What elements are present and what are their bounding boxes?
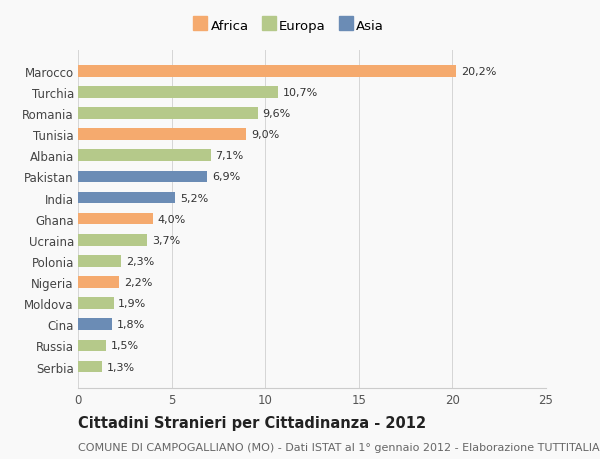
Bar <box>78 66 456 78</box>
Text: Cittadini Stranieri per Cittadinanza - 2012: Cittadini Stranieri per Cittadinanza - 2… <box>78 415 426 431</box>
Bar <box>78 277 119 288</box>
Text: 1,3%: 1,3% <box>107 362 135 372</box>
Text: COMUNE DI CAMPOGALLIANO (MO) - Dati ISTAT al 1° gennaio 2012 - Elaborazione TUTT: COMUNE DI CAMPOGALLIANO (MO) - Dati ISTA… <box>78 442 600 452</box>
Text: 7,1%: 7,1% <box>215 151 244 161</box>
Bar <box>78 235 147 246</box>
Bar <box>78 340 106 352</box>
Bar <box>78 361 103 373</box>
Text: 1,9%: 1,9% <box>118 298 146 308</box>
Legend: Africa, Europa, Asia: Africa, Europa, Asia <box>193 20 384 33</box>
Bar <box>78 319 112 330</box>
Bar <box>78 129 247 140</box>
Bar <box>78 256 121 267</box>
Text: 5,2%: 5,2% <box>180 193 208 203</box>
Text: 1,5%: 1,5% <box>111 341 139 351</box>
Text: 9,6%: 9,6% <box>262 109 290 119</box>
Text: 3,7%: 3,7% <box>152 235 180 245</box>
Text: 6,9%: 6,9% <box>212 172 240 182</box>
Text: 9,0%: 9,0% <box>251 130 280 140</box>
Text: 20,2%: 20,2% <box>461 67 496 77</box>
Bar <box>78 150 211 162</box>
Text: 1,8%: 1,8% <box>116 319 145 330</box>
Text: 10,7%: 10,7% <box>283 88 318 98</box>
Text: 2,2%: 2,2% <box>124 277 152 287</box>
Bar <box>78 213 153 225</box>
Text: 4,0%: 4,0% <box>158 214 186 224</box>
Bar <box>78 87 278 99</box>
Bar <box>78 298 113 309</box>
Bar <box>78 108 258 120</box>
Bar <box>78 171 207 183</box>
Bar <box>78 192 175 204</box>
Text: 2,3%: 2,3% <box>126 256 154 266</box>
